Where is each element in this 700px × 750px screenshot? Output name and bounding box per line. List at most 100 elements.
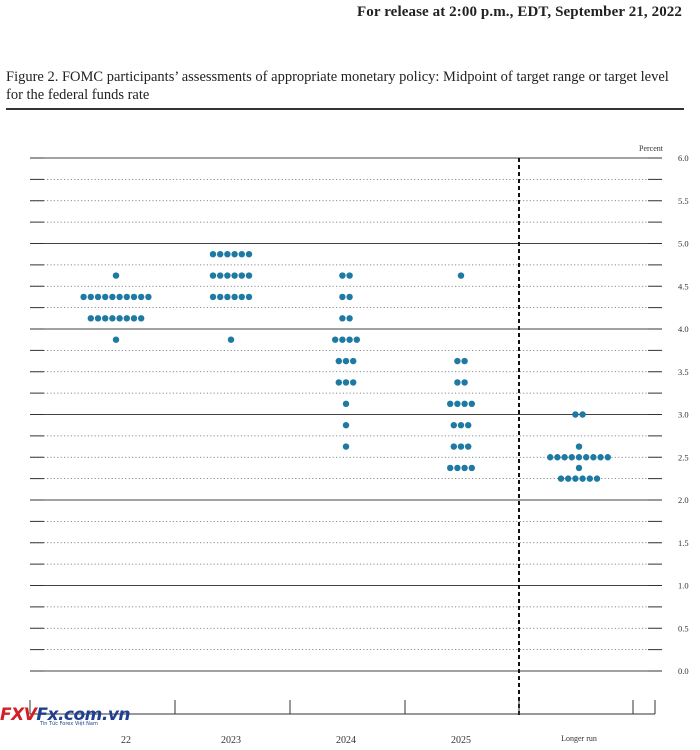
participant-dot bbox=[245, 293, 253, 301]
participant-dot bbox=[457, 443, 465, 450]
participant-dot bbox=[342, 421, 350, 429]
participant-dot bbox=[557, 475, 565, 482]
participant-dot bbox=[94, 315, 102, 322]
participant-dot bbox=[461, 400, 468, 408]
participant-dot bbox=[109, 293, 116, 301]
participant-dot bbox=[547, 454, 554, 461]
participant-dot bbox=[102, 315, 109, 322]
y-tick-label: 6.0 bbox=[678, 153, 689, 163]
participant-dot bbox=[454, 464, 461, 472]
participant-dot bbox=[102, 293, 109, 301]
participant-dot bbox=[238, 250, 245, 258]
y-tick-label: 3.0 bbox=[678, 410, 689, 420]
x-tick-label: 22 bbox=[121, 735, 131, 746]
participant-dot bbox=[579, 411, 586, 418]
participant-dot bbox=[575, 464, 583, 472]
participant-dot bbox=[224, 250, 231, 258]
participant-dot bbox=[335, 379, 342, 386]
participant-dot bbox=[450, 421, 457, 429]
participant-dot bbox=[109, 315, 116, 322]
y-tick-label: 0.0 bbox=[678, 666, 689, 676]
participant-dot bbox=[597, 454, 604, 461]
y-axis-label: Percent bbox=[639, 144, 664, 153]
participant-dot bbox=[130, 293, 138, 301]
participant-dot bbox=[346, 272, 353, 279]
figure-title: Figure 2. FOMC participants’ assessments… bbox=[6, 69, 669, 103]
x-tick-label: Longer run bbox=[561, 734, 597, 743]
participant-dot bbox=[457, 272, 465, 279]
participant-dot bbox=[342, 400, 350, 408]
participant-dot bbox=[346, 336, 353, 343]
participant-dot bbox=[604, 454, 611, 461]
y-tick-label: 2.5 bbox=[678, 452, 689, 462]
participant-dot bbox=[342, 357, 350, 365]
participant-dot bbox=[575, 454, 583, 461]
participant-dot bbox=[339, 272, 346, 279]
participant-dot bbox=[346, 293, 353, 301]
y-tick-label: 3.5 bbox=[678, 367, 689, 377]
participant-dot bbox=[145, 293, 152, 301]
participant-dot bbox=[454, 357, 461, 365]
participant-dot bbox=[454, 379, 461, 386]
participant-dot bbox=[224, 272, 231, 279]
participant-dot bbox=[87, 315, 95, 322]
participant-dot bbox=[339, 315, 346, 322]
watermark-tagline: Tin Tức Forex Việt Nam bbox=[40, 721, 98, 727]
participant-dot bbox=[94, 293, 102, 301]
participant-dot bbox=[112, 272, 120, 279]
participant-dot bbox=[468, 400, 475, 408]
x-tick-label: 2023 bbox=[221, 735, 241, 746]
participant-dot bbox=[209, 272, 217, 279]
participant-dot bbox=[457, 421, 465, 429]
participant-dot bbox=[447, 400, 454, 408]
participant-dot bbox=[350, 379, 357, 386]
participant-dot bbox=[217, 250, 224, 258]
y-tick-label: 4.0 bbox=[678, 324, 689, 334]
participant-dot bbox=[575, 443, 583, 450]
participant-dot bbox=[87, 293, 95, 301]
participant-dot bbox=[123, 315, 130, 322]
y-tick-label: 4.5 bbox=[678, 281, 689, 291]
participant-dot bbox=[465, 421, 472, 429]
participant-dot bbox=[554, 454, 561, 461]
participant-dot bbox=[583, 454, 590, 461]
participant-dot bbox=[339, 336, 346, 343]
participant-dot bbox=[353, 336, 360, 343]
participant-dot bbox=[342, 379, 350, 386]
participant-dot bbox=[332, 336, 339, 343]
participant-dot bbox=[568, 454, 575, 461]
y-tick-label: 5.0 bbox=[678, 239, 689, 249]
y-tick-label: 0.5 bbox=[678, 623, 689, 633]
participant-dot bbox=[238, 293, 245, 301]
watermark-logo: FXVFx.com.vn bbox=[0, 705, 131, 725]
participant-dot bbox=[468, 464, 475, 472]
participant-dot bbox=[80, 293, 87, 301]
participant-dot bbox=[342, 443, 350, 450]
participant-dot bbox=[123, 293, 130, 301]
participant-dot bbox=[224, 293, 231, 301]
x-tick-label: 2024 bbox=[336, 735, 356, 746]
participant-dot bbox=[227, 336, 235, 343]
participant-dot bbox=[112, 336, 120, 343]
participant-dot bbox=[350, 357, 357, 365]
participant-dot bbox=[217, 272, 224, 279]
participant-dot bbox=[593, 475, 601, 482]
participant-dot bbox=[231, 272, 238, 279]
participant-dot bbox=[116, 293, 123, 301]
title-rule bbox=[6, 108, 684, 110]
participant-dot bbox=[461, 379, 468, 386]
participant-dot bbox=[116, 315, 123, 322]
participant-dot bbox=[217, 293, 224, 301]
x-tick-label: 2025 bbox=[451, 735, 471, 746]
participant-dot bbox=[209, 293, 217, 301]
participant-dot bbox=[561, 454, 568, 461]
participant-dot bbox=[335, 357, 342, 365]
participant-dot bbox=[130, 315, 138, 322]
participant-dot bbox=[447, 464, 454, 472]
y-tick-label: 1.5 bbox=[678, 538, 689, 548]
participant-dot bbox=[590, 454, 597, 461]
participant-dot bbox=[579, 475, 586, 482]
participant-dot bbox=[138, 293, 145, 301]
y-tick-label: 5.5 bbox=[678, 196, 689, 206]
